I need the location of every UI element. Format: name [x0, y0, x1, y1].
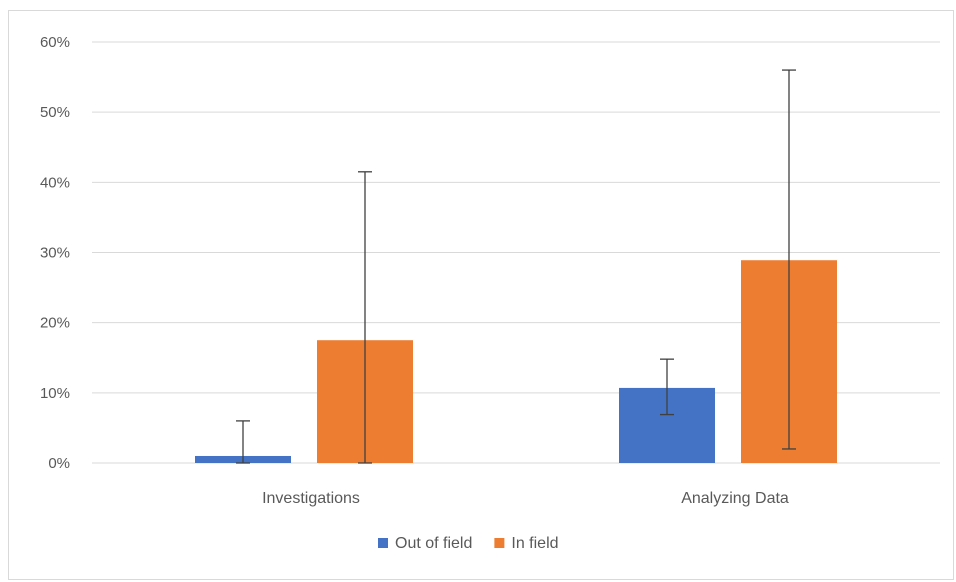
error-bars: [236, 69, 796, 464]
y-tick-label: 0%: [48, 455, 70, 472]
x-axis-categories: Investigations Analyzing Data: [262, 490, 789, 507]
x-category-label: Investigations: [262, 490, 360, 507]
y-tick-label: 30%: [40, 245, 70, 262]
bars: [195, 260, 837, 463]
x-category-label: Analyzing Data: [681, 490, 789, 507]
y-tick-label: 60%: [40, 34, 70, 51]
legend-swatch-in-field: [494, 538, 505, 548]
y-tick-label: 40%: [40, 174, 70, 191]
legend: Out of field In field: [378, 535, 559, 552]
legend-swatch-out-of-field: [378, 538, 388, 548]
y-axis-ticks: 0% 10% 20% 30% 40% 50% 60%: [40, 34, 70, 472]
legend-label-out-of-field: Out of field: [395, 535, 472, 552]
y-tick-label: 20%: [40, 315, 70, 332]
y-tick-label: 10%: [40, 385, 70, 402]
y-tick-label: 50%: [40, 104, 70, 121]
legend-label-in-field: In field: [511, 535, 558, 552]
